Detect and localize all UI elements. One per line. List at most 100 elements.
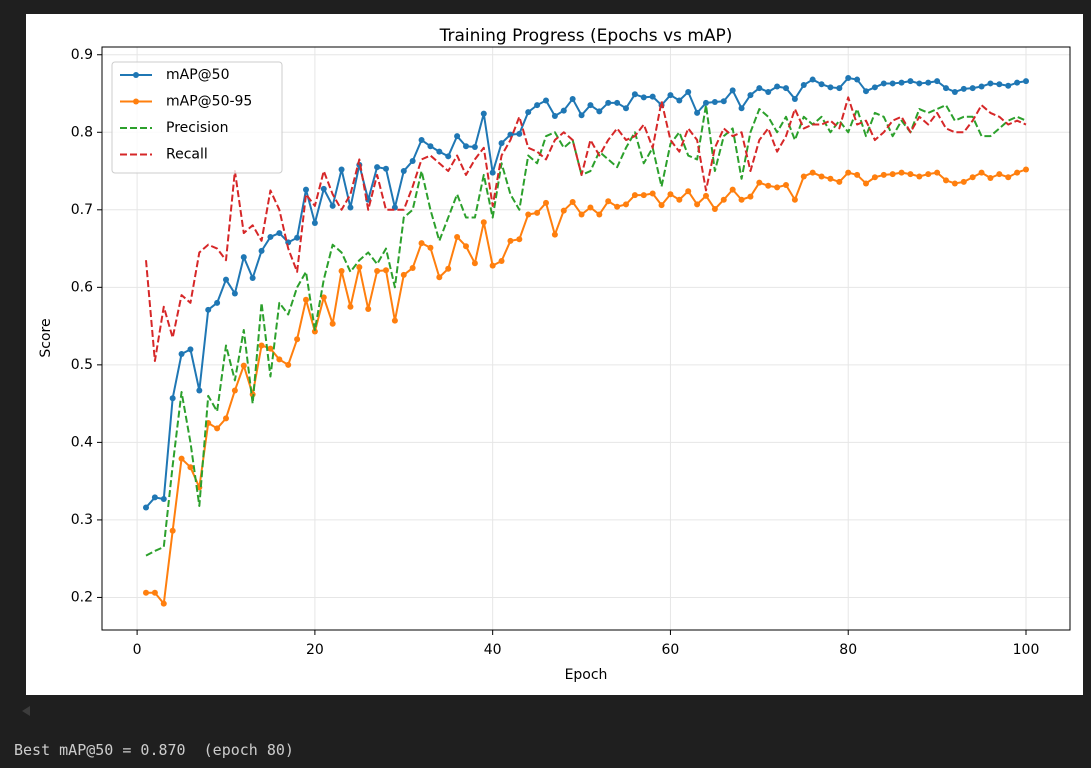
point (960, 178, 967, 185)
point (667, 191, 674, 198)
point (783, 85, 789, 92)
point (534, 209, 541, 216)
point (863, 180, 869, 187)
point (223, 276, 229, 283)
point (676, 97, 683, 104)
point (836, 85, 843, 92)
point (463, 143, 469, 150)
point (320, 294, 327, 301)
point (623, 201, 629, 208)
x-tick-label: 40 (484, 642, 502, 658)
x-tick-label: 60 (662, 642, 680, 658)
point (427, 143, 434, 150)
point (996, 81, 1003, 88)
point (151, 589, 158, 596)
point (765, 88, 772, 95)
point (800, 173, 807, 180)
chart-title: Training Progress (Epochs vs mAP) (439, 26, 733, 46)
point (258, 247, 265, 254)
legend-marker (133, 72, 139, 78)
y-tick-label: 0.5 (71, 357, 93, 373)
point (916, 173, 923, 180)
point (187, 464, 194, 471)
point (356, 264, 363, 271)
point (498, 140, 505, 147)
point (711, 206, 718, 213)
point (436, 274, 443, 281)
point (729, 87, 736, 94)
point (151, 494, 158, 501)
point (934, 78, 941, 85)
point (694, 201, 701, 208)
point (418, 240, 425, 247)
point (169, 527, 176, 534)
point (418, 137, 425, 144)
legend-label: mAP@50-95 (166, 94, 252, 110)
point (711, 99, 718, 106)
point (756, 179, 763, 186)
point (480, 110, 487, 117)
point (969, 85, 976, 92)
point (791, 196, 798, 203)
series-line (145, 104, 1027, 557)
point (525, 211, 532, 218)
point (516, 130, 523, 137)
axes-frame (101, 46, 1071, 631)
point (631, 192, 638, 199)
point (996, 171, 1003, 178)
point (534, 102, 541, 109)
point (640, 94, 647, 101)
point (338, 268, 345, 275)
point (854, 171, 861, 178)
y-tick-label: 0.8 (71, 124, 93, 140)
point (605, 99, 612, 106)
point (596, 108, 603, 115)
point (605, 198, 612, 205)
point (747, 193, 754, 200)
x-tick-label: 0 (133, 642, 142, 658)
point (525, 109, 532, 116)
point (276, 230, 283, 237)
point (614, 203, 621, 210)
point (809, 169, 816, 176)
point (845, 75, 852, 82)
point (311, 328, 318, 335)
point (347, 303, 354, 310)
point (1014, 169, 1021, 176)
point (898, 169, 905, 176)
point (178, 455, 185, 462)
point (685, 188, 692, 195)
point (943, 85, 949, 92)
point (160, 600, 167, 607)
point (365, 306, 372, 313)
point (1005, 82, 1012, 89)
point (409, 157, 416, 164)
legend-label: Precision (166, 120, 228, 136)
point (445, 153, 452, 160)
point (907, 78, 914, 85)
point (427, 244, 434, 251)
point (329, 202, 336, 209)
point (925, 79, 932, 86)
point (951, 88, 958, 95)
point (214, 299, 221, 306)
point (463, 243, 469, 250)
point (498, 257, 505, 264)
point (569, 199, 576, 206)
point (800, 81, 807, 88)
point (294, 336, 301, 343)
point (196, 387, 203, 394)
point (303, 186, 309, 193)
point (543, 199, 549, 206)
point (445, 265, 452, 272)
point (871, 84, 878, 91)
point (809, 76, 816, 83)
point (854, 76, 861, 83)
x-tick-label: 80 (839, 642, 857, 658)
series-line (145, 77, 1027, 509)
point (720, 98, 727, 105)
point (285, 361, 292, 368)
point (818, 173, 825, 180)
point (267, 345, 274, 352)
